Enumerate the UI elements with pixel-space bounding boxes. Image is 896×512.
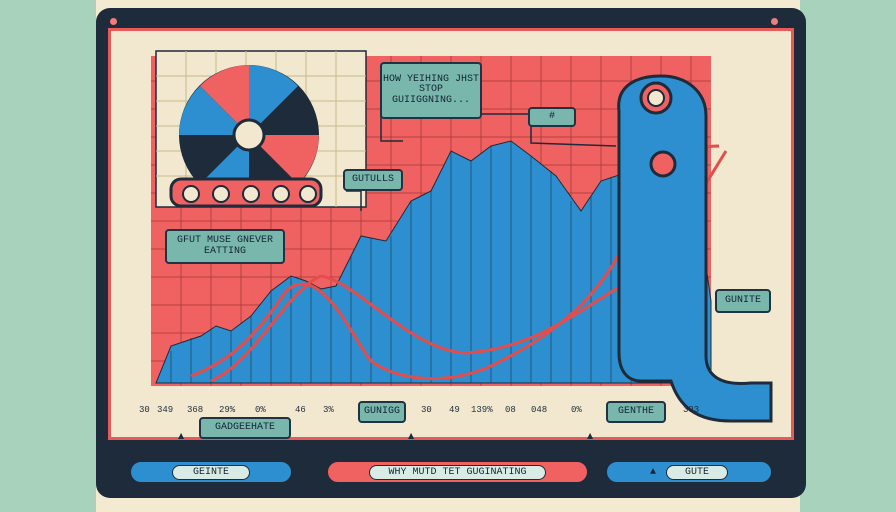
- speech-bubble-label: HOW YEIHING JHST STOP GUIIGGNING...: [380, 62, 482, 119]
- center-footer-label: WHY MUTD TET GUGINATING: [369, 464, 546, 480]
- gunigg-label: GUNIGG: [358, 401, 406, 423]
- right-footer-label: GUTE: [666, 464, 729, 480]
- tick-label: 29%: [219, 405, 236, 415]
- tick-label: 30: [421, 405, 432, 415]
- tick-label: 393: [683, 405, 700, 415]
- window-dot-right: [771, 18, 778, 25]
- tick-label: 0%: [571, 405, 582, 415]
- gunite-label: GUNITE: [715, 289, 771, 313]
- small-tag: #: [528, 107, 576, 127]
- tick-label: 349: [157, 405, 174, 415]
- tick-label: 3%: [323, 405, 334, 415]
- tick-label: 368: [187, 405, 204, 415]
- marker-icon: ▲: [587, 431, 594, 440]
- marker-icon: ▲: [408, 431, 415, 440]
- marker-icon: ▲: [178, 431, 185, 440]
- tick-label: 49: [449, 405, 460, 415]
- tick-label: 46: [295, 405, 306, 415]
- tick-label: 139%: [471, 405, 493, 415]
- alert-icon: ▲: [649, 466, 656, 478]
- tick-label: 0%: [255, 405, 266, 415]
- left-footer-label: GEINTE: [171, 464, 250, 480]
- gfut-muse-label: GFUT MUSE GNEVER EATTING: [165, 229, 285, 264]
- chart-panel: HOW YEIHING JHST STOP GUIIGGNING... GUTU…: [108, 28, 794, 440]
- left-background: [0, 0, 96, 512]
- window-dot-left: [110, 18, 117, 25]
- tick-label: 08: [505, 405, 516, 415]
- right-background: [800, 0, 896, 512]
- gutulls-label: GUTULLS: [343, 169, 403, 191]
- right-footer-button[interactable]: ▲ GUTE: [604, 459, 774, 485]
- gadgeehate-label: GADGEEHATE: [199, 417, 291, 439]
- genthe-label: GENTHE: [606, 401, 666, 423]
- tick-label: 048: [531, 405, 548, 415]
- robot-figure: [617, 74, 773, 423]
- left-footer-button[interactable]: GEINTE: [128, 459, 294, 485]
- tracked-vehicle: [169, 177, 323, 208]
- center-footer-button[interactable]: WHY MUTD TET GUGINATING: [325, 459, 590, 485]
- chart-illustration: [111, 31, 791, 437]
- tick-label: 30: [139, 405, 150, 415]
